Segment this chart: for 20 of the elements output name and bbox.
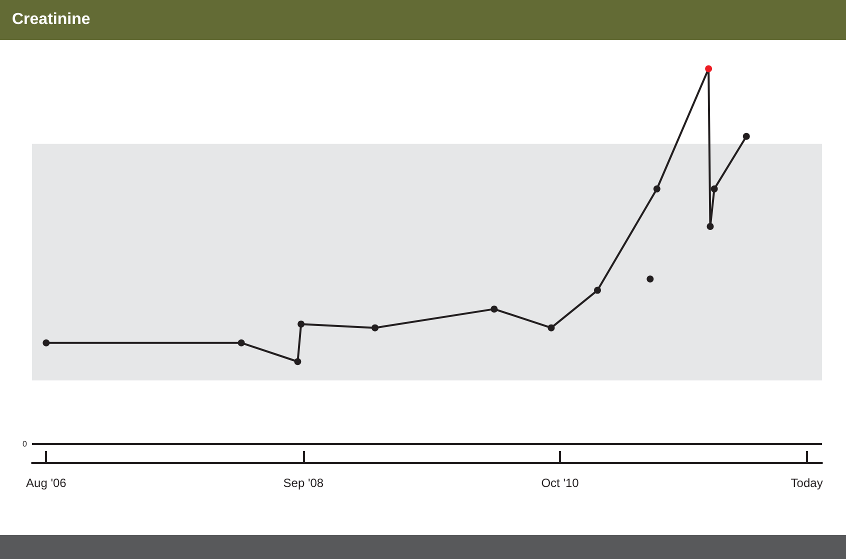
point [490, 306, 498, 313]
point [238, 339, 245, 346]
point [372, 324, 379, 332]
point [653, 185, 660, 192]
point [298, 320, 305, 328]
x-tick-label: Oct '10 [541, 476, 580, 490]
point [42, 339, 50, 346]
x-tick-label: Sep '08 [283, 476, 324, 490]
point [710, 185, 718, 192]
point [646, 276, 654, 283]
point [705, 65, 712, 72]
point [742, 132, 750, 140]
point [706, 222, 714, 230]
x-tick-label: Aug '06 [26, 476, 67, 490]
chart-title: Creatinine [0, 0, 846, 40]
point [548, 324, 555, 332]
point [594, 286, 601, 294]
point [294, 358, 302, 366]
ref-line-label: 0 [22, 440, 28, 449]
x-tick-label: Today [790, 476, 823, 490]
